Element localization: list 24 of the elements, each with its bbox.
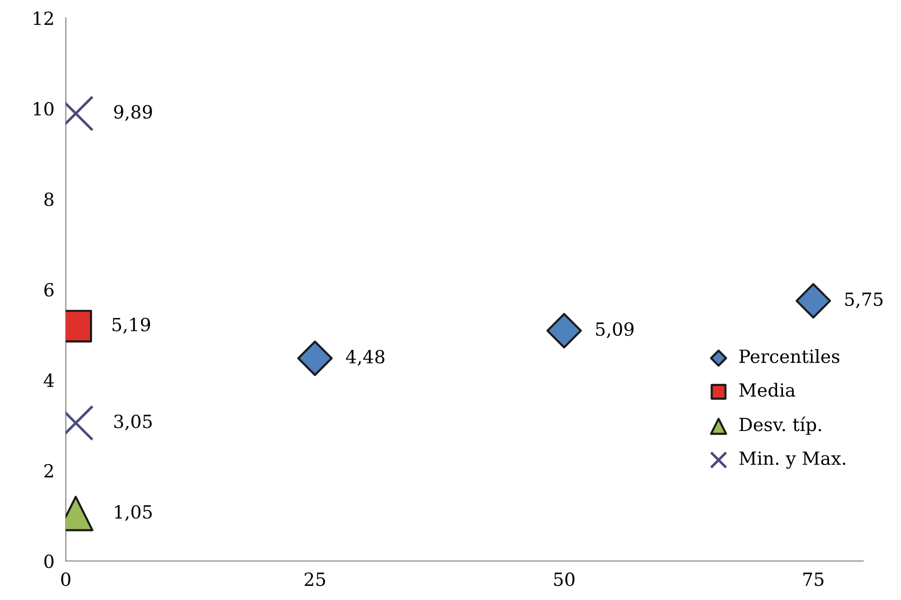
x-tick-label: 25 bbox=[304, 572, 326, 586]
data-label: 5,09 bbox=[596, 322, 634, 338]
y-tick-label: 0 bbox=[44, 554, 54, 568]
data-label: 1,05 bbox=[115, 505, 152, 521]
point bbox=[796, 283, 832, 319]
y-tick-label: 4 bbox=[44, 373, 54, 387]
y-tick-label: 6 bbox=[44, 282, 54, 297]
data-label: 3,05 bbox=[114, 414, 152, 430]
y-tick-label: 12 bbox=[34, 11, 53, 25]
data-label: 4,48 bbox=[346, 350, 384, 366]
legend-label: Percentiles bbox=[739, 349, 840, 364]
x-tick-label: 75 bbox=[803, 572, 824, 586]
data-label: 5,19 bbox=[112, 318, 150, 334]
y-tick-label: 10 bbox=[34, 102, 54, 116]
data-label: 9,89 bbox=[114, 105, 152, 121]
legend-label: Media bbox=[739, 382, 796, 397]
y-tick-label: 2 bbox=[44, 464, 53, 478]
legend-label: Min. y Max. bbox=[739, 451, 846, 469]
x-tick-label: 50 bbox=[554, 572, 574, 586]
y-tick-label: 8 bbox=[44, 192, 54, 206]
point bbox=[546, 312, 582, 348]
legend-label: Desv. típ. bbox=[739, 416, 822, 435]
x-tick-label: 0 bbox=[61, 572, 70, 586]
data-label: 5,75 bbox=[845, 292, 883, 308]
